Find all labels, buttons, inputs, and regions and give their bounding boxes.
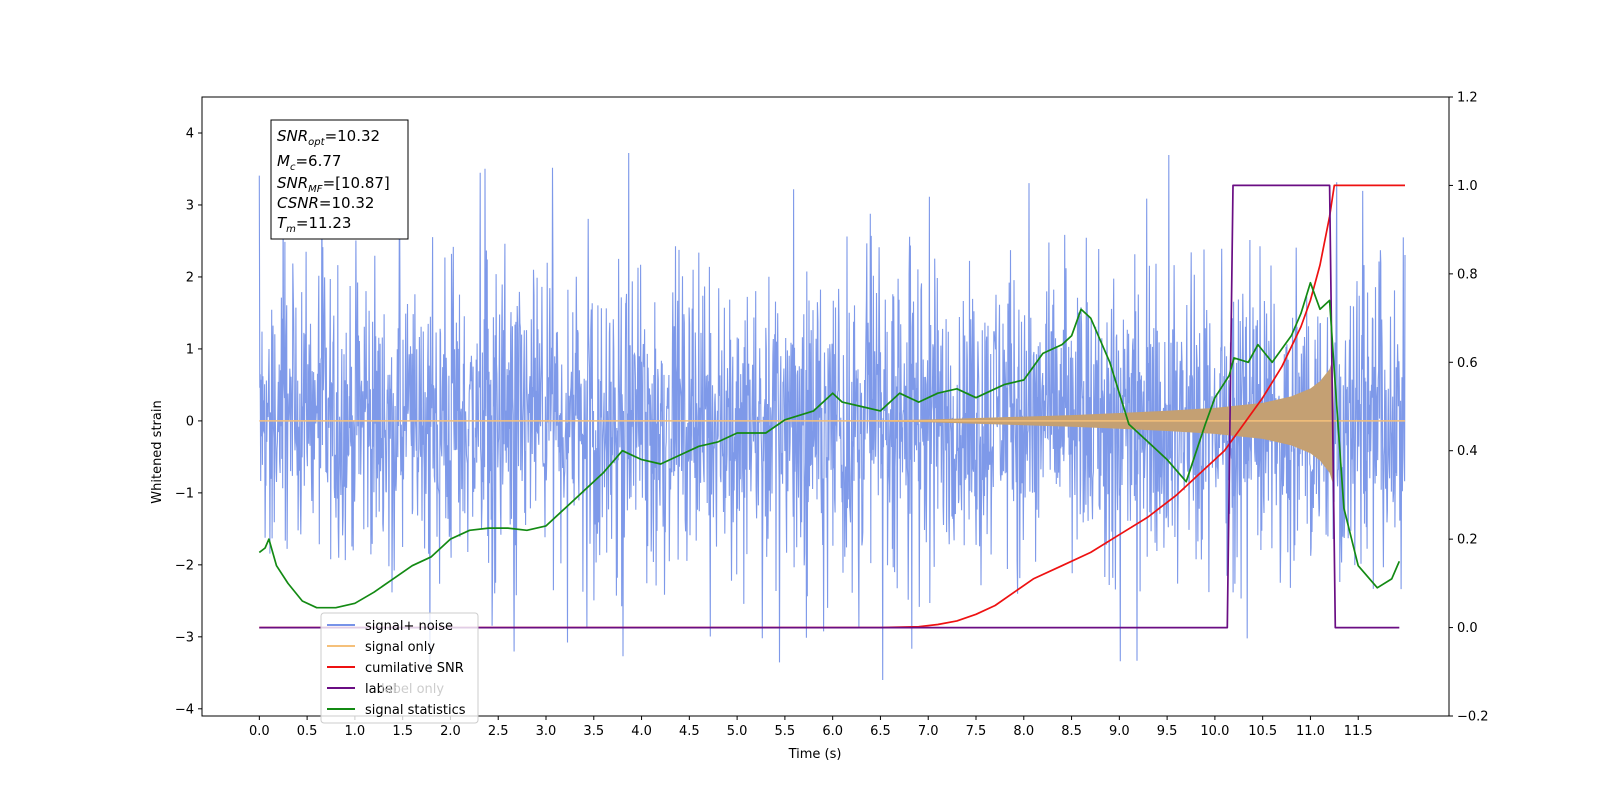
x-tick-label: 3.5 xyxy=(583,724,604,739)
x-tick-label: 7.0 xyxy=(918,724,939,739)
y-tick-label: −2 xyxy=(175,558,194,573)
legend-item-label: label label only xyxy=(327,682,444,697)
annotation-mc: Mc=6.77 xyxy=(277,152,341,173)
x-tick-label: 8.5 xyxy=(1061,724,1082,739)
y2-tick-label: 0.4 xyxy=(1457,444,1478,459)
y-tick-label: −3 xyxy=(175,630,194,645)
y2-tick-label: 0.0 xyxy=(1457,621,1478,636)
y-tick-label: 1 xyxy=(186,342,194,357)
x-tick-label: 1.5 xyxy=(392,724,413,739)
legend-hidden-label-only: label only xyxy=(381,682,444,697)
x-tick-label: 4.5 xyxy=(679,724,700,739)
x-tick-label: 9.5 xyxy=(1157,724,1178,739)
svg-text:signal+ noise: signal+ noise xyxy=(365,619,453,634)
plot-area xyxy=(258,152,1406,681)
x-tick-label: 4.0 xyxy=(631,724,652,739)
svg-text:label: label xyxy=(365,682,396,697)
svg-text:signal statistics: signal statistics xyxy=(365,703,466,718)
y2-tick-label: 0.8 xyxy=(1457,267,1478,282)
legend-frame xyxy=(320,612,479,724)
svg-text:signal only: signal only xyxy=(365,640,435,655)
legend-item-signal-statistics: signal statistics xyxy=(327,703,466,718)
svg-text:Time (s): Time (s) xyxy=(788,747,842,762)
series-signal-statistics xyxy=(258,281,1401,609)
y2-tick-label: 0.2 xyxy=(1457,533,1478,548)
y2-tick-label: −0.2 xyxy=(1457,710,1489,725)
x-tick-label: 10.0 xyxy=(1200,724,1229,739)
svg-text:cumilative SNR: cumilative SNR xyxy=(365,661,464,676)
y-axis-label: Whitened strain xyxy=(150,400,165,503)
series-label xyxy=(259,184,1400,629)
y-tick-label: 3 xyxy=(186,198,194,213)
y2-tick-label: 1.0 xyxy=(1457,179,1478,194)
x-tick-label: 9.0 xyxy=(1109,724,1130,739)
x-tick-label: 11.0 xyxy=(1296,724,1325,739)
x-tick-label: 2.5 xyxy=(488,724,509,739)
x-tick-label: 2.0 xyxy=(440,724,461,739)
x-tick-label: 0.5 xyxy=(297,724,318,739)
annotation-tm: Tm=11.23 xyxy=(277,214,351,235)
plot-series-group xyxy=(258,152,1406,681)
axes: 0.0 0.5 1.0 1.5 2.0 2.5 3.0 3.5 4.0 4.5 5.0 5.5 6.0 6… xyxy=(175,91,1489,740)
x-tick-label: 8.0 xyxy=(1013,724,1034,739)
y2-tick-label: 1.2 xyxy=(1457,91,1478,106)
series-cumulative-snr xyxy=(259,184,1405,629)
x-tick-label: 5.0 xyxy=(727,724,748,739)
y-tick-label: 4 xyxy=(186,126,194,141)
axes-frame xyxy=(201,96,1450,717)
annotation-csnr: CSNR=10.32 xyxy=(277,194,374,212)
svg-text:Whitened strain: Whitened strain xyxy=(150,400,165,503)
x-tick-label: 6.0 xyxy=(822,724,843,739)
x-tick-label: 3.0 xyxy=(536,724,557,739)
y-tick-label: 0 xyxy=(186,414,194,429)
x-tick-label: 5.5 xyxy=(775,724,796,739)
legend: signal+ noise signal only cumilative SNR… xyxy=(320,612,479,724)
x-tick-label: 11.5 xyxy=(1344,724,1373,739)
y-tick-label: 2 xyxy=(186,270,194,285)
y-tick-label: −4 xyxy=(175,702,194,717)
series-signal-noise xyxy=(258,152,1406,681)
y2-tick-label: 0.6 xyxy=(1457,356,1478,371)
y-tick-label: −1 xyxy=(175,486,194,501)
x-tick-label: 7.5 xyxy=(966,724,987,739)
x-tick-label: 6.5 xyxy=(870,724,891,739)
x-tick-label: 0.0 xyxy=(249,724,270,739)
legend-item-signal-noise: signal+ noise xyxy=(327,619,453,634)
annotation-snr-mf: SNRMF=[10.87] xyxy=(277,174,390,195)
x-axis-label: Time (s) xyxy=(788,747,842,762)
legend-item-signal-only: signal only xyxy=(327,640,435,655)
x-tick-label: 10.5 xyxy=(1248,724,1277,739)
x-tick-label: 1.0 xyxy=(345,724,366,739)
annotation-snr-opt: SNRopt=10.32 xyxy=(277,127,380,148)
stats-annotation-box: SNRopt=10.32 Mc=6.77 SNRMF=[10.87] CSNR=… xyxy=(270,119,409,240)
legend-item-cumulative-snr: cumilative SNR xyxy=(327,661,464,676)
